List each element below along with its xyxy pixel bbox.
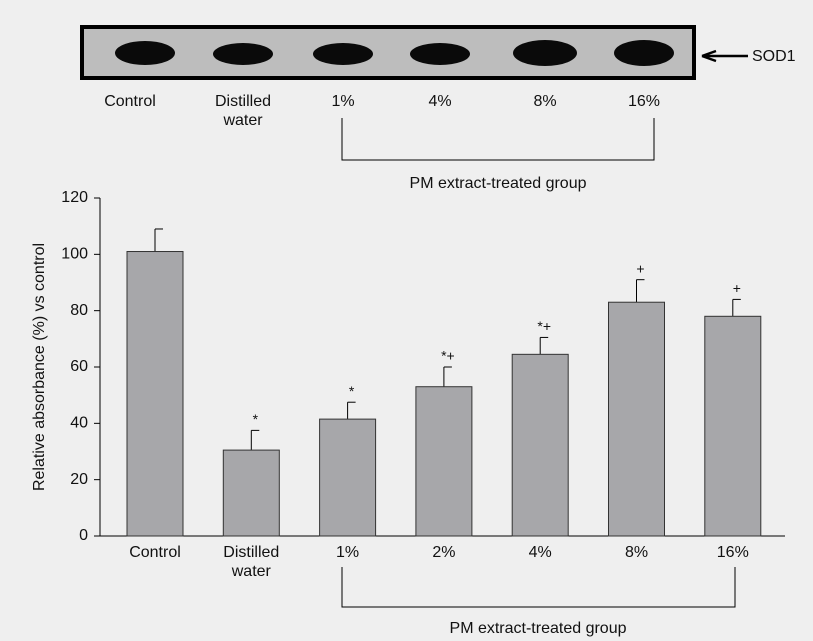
- significance-marker: *: [253, 411, 259, 427]
- bar: [609, 302, 665, 536]
- blot-lane-label: 16%: [599, 92, 689, 111]
- significance-marker: *+: [441, 348, 455, 364]
- bar: [127, 252, 183, 536]
- significance-marker: +: [733, 280, 741, 296]
- x-tick-label: Control: [110, 543, 200, 562]
- y-axis-label: Relative absorbance (%) vs control: [31, 243, 48, 491]
- x-tick-label: 4%: [495, 543, 585, 562]
- blot-arrow: [702, 51, 748, 61]
- y-tick-label: 100: [61, 246, 88, 263]
- y-tick-label: 20: [70, 471, 88, 488]
- bar: [416, 387, 472, 536]
- significance-marker: *+: [537, 318, 551, 334]
- blot-lane-label: Control: [85, 92, 175, 111]
- x-tick-label: 1%: [303, 543, 393, 562]
- group-label: PM extract-treated group: [450, 620, 627, 637]
- blot-lane-label: 8%: [500, 92, 590, 111]
- y-tick-label: 80: [70, 302, 88, 319]
- bracket: [342, 118, 654, 160]
- figure: SOD1 PM extract-treated group PM extract…: [0, 0, 813, 641]
- x-tick-label: 2%: [399, 543, 489, 562]
- x-tick-label: 8%: [592, 543, 682, 562]
- bar: [320, 419, 376, 536]
- bar: [512, 354, 568, 536]
- bracket: [342, 567, 735, 607]
- y-tick-label: 60: [70, 358, 88, 375]
- blot-label: SOD1: [752, 48, 796, 65]
- y-tick-label: 40: [70, 415, 88, 432]
- significance-marker: *: [349, 383, 355, 399]
- y-tick-label: 120: [61, 189, 88, 206]
- x-tick-label: 16%: [688, 543, 778, 562]
- significance-marker: +: [636, 260, 644, 276]
- blot-lane-label: 4%: [395, 92, 485, 111]
- group-label: PM extract-treated group: [410, 175, 587, 192]
- blot-lane-label: Distilled water: [198, 92, 288, 130]
- blot-lane-label: 1%: [298, 92, 388, 111]
- x-tick-label: Distilled water: [206, 543, 296, 581]
- bar: [705, 316, 761, 536]
- y-tick-label: 0: [79, 527, 88, 544]
- bar: [223, 450, 279, 536]
